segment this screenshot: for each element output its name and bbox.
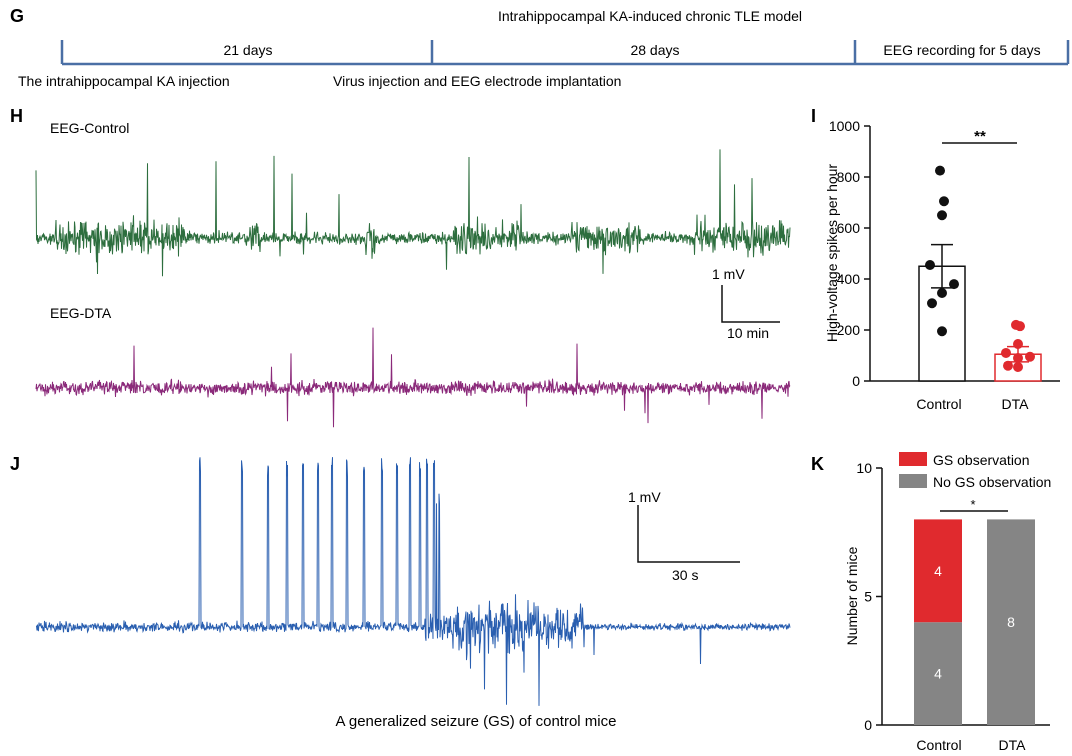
legend-swatch-no-gs xyxy=(899,474,927,488)
y-tick-label: 1000 xyxy=(829,118,860,134)
data-point xyxy=(949,279,959,290)
timeline-title: Intrahippocampal KA-induced chronic TLE … xyxy=(498,8,802,24)
scale-bar-voltage: 1 mV xyxy=(628,489,661,505)
y-tick-label: 800 xyxy=(837,169,861,185)
segment-value-label: 4 xyxy=(934,563,942,579)
eeg-control-trace xyxy=(35,149,791,277)
legend-label: GS observation xyxy=(933,452,1030,468)
data-point xyxy=(1001,347,1011,358)
data-point xyxy=(939,196,949,207)
scale-bar-h: 1 mV 10 min xyxy=(712,266,780,341)
scale-bar-j: 1 mV 30 s xyxy=(628,489,740,583)
panel-label-i: I xyxy=(811,106,816,126)
seizure-caption: A generalized seizure (GS) of control mi… xyxy=(336,713,617,730)
y-tick-label: 200 xyxy=(837,322,861,338)
y-ticks: 0 5 10 xyxy=(856,460,882,733)
y-tick-label: 400 xyxy=(837,271,861,287)
timeline-segment: 28 days xyxy=(630,42,679,58)
scale-bar-time: 10 min xyxy=(727,325,769,341)
data-point xyxy=(925,259,935,270)
panel-label-j: J xyxy=(10,454,20,474)
y-tick-label: 0 xyxy=(864,717,872,733)
y-axis-label: High-voltage spikes per hour xyxy=(824,164,840,343)
data-point xyxy=(1013,339,1023,350)
segment-value-label: 4 xyxy=(934,666,942,682)
data-point xyxy=(937,288,947,299)
data-point xyxy=(935,165,945,176)
timeline-event: Virus injection and EEG electrode implan… xyxy=(333,73,621,89)
trace-label-dta: EEG-DTA xyxy=(50,305,112,321)
stack-segment-no-gs xyxy=(914,622,962,725)
legend-label: No GS observation xyxy=(933,474,1051,490)
timeline-event: The intrahippocampal KA injection xyxy=(18,73,230,89)
data-point xyxy=(937,210,947,221)
data-point xyxy=(1025,351,1035,362)
spikes-chart: 0 200 400 600 800 1000 High-voltage spikes pe… xyxy=(824,118,1060,412)
stacked-bars: 4 4 8 xyxy=(914,519,1035,725)
points xyxy=(925,165,1035,372)
scale-bar-voltage: 1 mV xyxy=(712,266,745,282)
category-label: DTA xyxy=(1002,396,1030,412)
y-ticks: 0 200 400 600 800 1000 xyxy=(829,118,870,389)
y-tick-label: 600 xyxy=(837,220,861,236)
category-label: DTA xyxy=(999,737,1027,753)
data-point xyxy=(1003,360,1013,371)
y-tick-label: 10 xyxy=(856,460,872,476)
timeline-segment: 21 days xyxy=(223,42,272,58)
data-point xyxy=(937,326,947,337)
panel-label-k: K xyxy=(811,454,824,474)
data-point xyxy=(927,298,937,309)
stack-segment-no-gs xyxy=(987,519,1035,725)
eeg-seizure-trace xyxy=(36,457,791,706)
timeline-segment: EEG recording for 5 days xyxy=(883,42,1040,58)
mice-chart: 0 5 10 4 4 8 Number of mice Control DTA GS o… xyxy=(844,452,1051,753)
legend-swatch-gs xyxy=(899,452,927,466)
segment-value-label: 8 xyxy=(1007,614,1015,630)
data-point xyxy=(1013,353,1023,364)
category-label: Control xyxy=(916,396,961,412)
panel-label-h: H xyxy=(10,106,23,126)
y-tick-label: 5 xyxy=(864,589,872,605)
y-tick-label: 0 xyxy=(852,373,860,389)
significance-mark: * xyxy=(970,497,975,512)
eeg-dta-trace xyxy=(35,327,791,428)
timeline: Intrahippocampal KA-induced chronic TLE … xyxy=(18,8,1070,89)
scale-bar-lines xyxy=(637,505,740,563)
category-label: Control xyxy=(916,737,961,753)
scale-bar-time: 30 s xyxy=(672,567,698,583)
data-point xyxy=(1015,321,1025,332)
trace-label-control: EEG-Control xyxy=(50,120,129,136)
y-axis-label: Number of mice xyxy=(844,546,860,645)
stack-segment-gs xyxy=(914,519,962,623)
panel-label-g: G xyxy=(10,6,24,26)
data-point xyxy=(1013,361,1023,372)
significance-mark: ** xyxy=(974,128,986,145)
scale-bar-lines xyxy=(721,285,780,323)
